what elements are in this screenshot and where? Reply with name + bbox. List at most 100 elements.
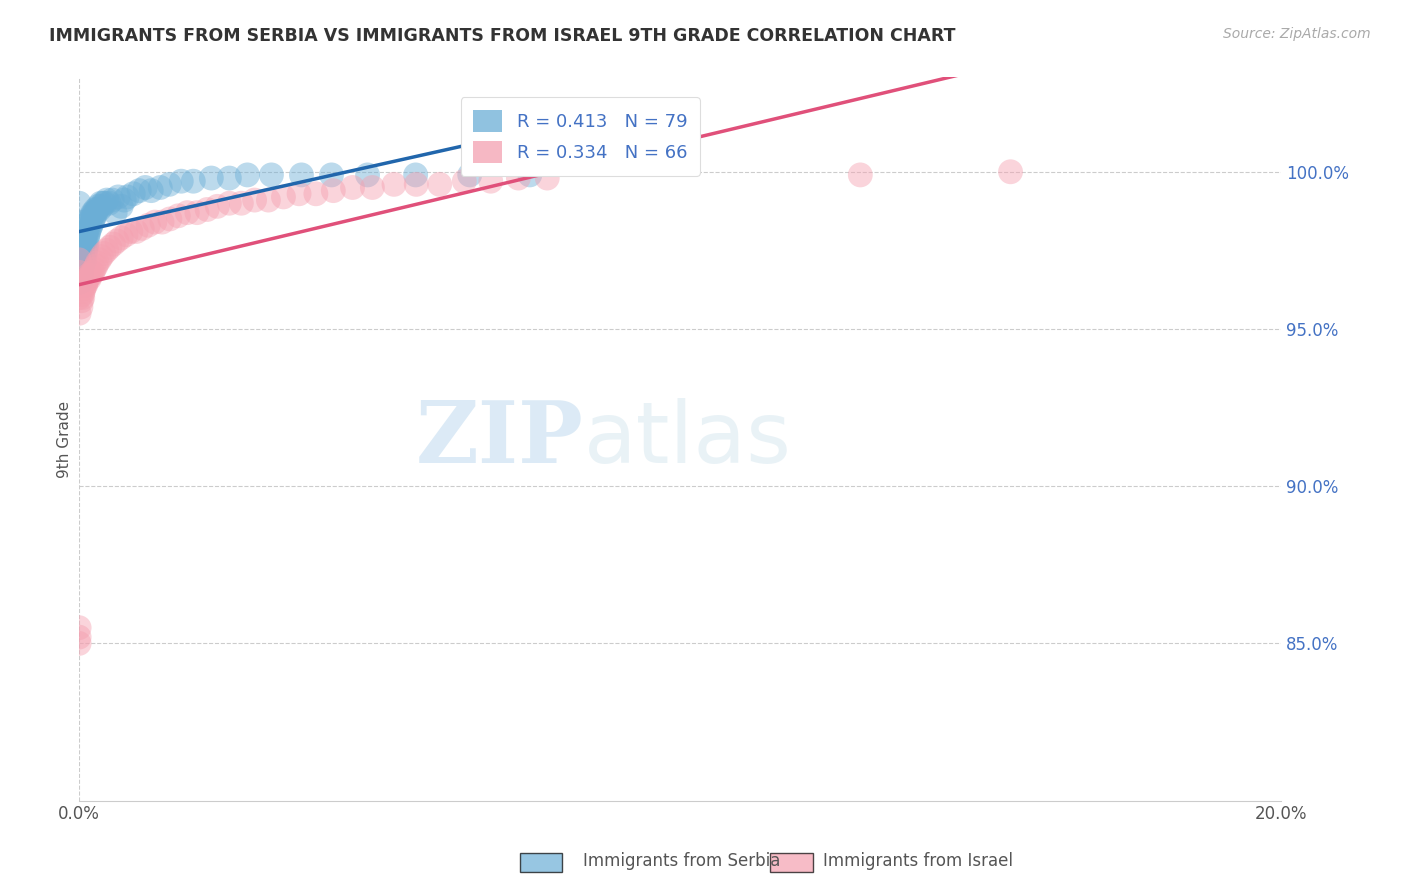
Point — [83, 205, 105, 219]
Point — [75, 244, 97, 258]
Point — [72, 237, 94, 252]
Point — [72, 240, 94, 254]
Point — [91, 196, 114, 211]
Point — [849, 168, 872, 182]
Point — [290, 168, 312, 182]
Point — [96, 193, 118, 207]
Point — [70, 300, 93, 314]
Point — [231, 196, 253, 211]
Y-axis label: 9th Grade: 9th Grade — [58, 401, 72, 477]
Point — [260, 168, 283, 182]
Point — [157, 178, 180, 192]
Text: Source: ZipAtlas.com: Source: ZipAtlas.com — [1223, 27, 1371, 41]
Point — [75, 227, 97, 242]
Point — [79, 211, 101, 226]
Point — [429, 178, 451, 192]
Point — [89, 202, 111, 217]
Point — [110, 199, 132, 213]
Point — [67, 259, 90, 273]
Point — [76, 237, 98, 252]
Point — [125, 225, 148, 239]
Point — [176, 205, 198, 219]
Point — [70, 293, 93, 308]
Point — [167, 209, 190, 223]
Point — [105, 234, 128, 248]
Point — [73, 234, 96, 248]
Point — [70, 259, 93, 273]
Point — [67, 265, 90, 279]
Point — [536, 171, 558, 186]
Point — [76, 271, 98, 285]
Point — [103, 237, 125, 252]
Point — [79, 268, 101, 283]
Point — [288, 186, 311, 201]
Point — [84, 205, 107, 219]
Point — [107, 190, 129, 204]
Point — [136, 218, 159, 232]
Point — [405, 178, 427, 192]
Point — [86, 256, 108, 270]
Point — [75, 277, 97, 292]
Point — [75, 277, 97, 292]
Point — [218, 171, 240, 186]
Point — [76, 231, 98, 245]
Point — [110, 231, 132, 245]
Point — [84, 259, 107, 273]
Point — [67, 215, 90, 229]
Point — [83, 262, 105, 277]
Point — [218, 196, 240, 211]
Point — [479, 174, 502, 188]
Point — [70, 268, 93, 283]
Point — [453, 174, 475, 188]
Point — [75, 275, 97, 289]
Point — [236, 168, 259, 182]
Point — [120, 225, 142, 239]
Point — [75, 225, 97, 239]
Point — [200, 171, 222, 186]
Point — [321, 168, 343, 182]
Point — [75, 240, 97, 254]
Point — [67, 277, 90, 292]
Point — [131, 221, 153, 235]
Point — [195, 202, 218, 217]
Point — [134, 180, 156, 194]
Point — [80, 218, 103, 232]
Point — [122, 186, 145, 201]
Point — [458, 168, 481, 182]
Point — [82, 265, 104, 279]
Point — [93, 246, 115, 260]
Point — [149, 180, 172, 194]
Point — [83, 209, 105, 223]
Point — [356, 168, 378, 182]
Point — [67, 244, 90, 258]
Point — [77, 218, 100, 232]
Point — [73, 240, 96, 254]
Point — [70, 265, 93, 279]
Point — [186, 205, 208, 219]
Point — [98, 240, 121, 254]
Point — [1000, 165, 1022, 179]
Point — [305, 186, 328, 201]
Point — [141, 184, 163, 198]
Point — [75, 246, 97, 260]
Point — [90, 250, 112, 264]
Point — [170, 174, 193, 188]
Point — [67, 621, 90, 635]
Point — [73, 281, 96, 295]
Point — [79, 215, 101, 229]
Point — [101, 193, 124, 207]
Text: ZIP: ZIP — [416, 397, 583, 481]
Point — [84, 202, 107, 217]
Point — [72, 252, 94, 267]
Point — [150, 215, 173, 229]
Point — [91, 199, 114, 213]
Point — [143, 215, 166, 229]
Point — [83, 211, 105, 226]
Point — [70, 252, 93, 267]
Point — [82, 205, 104, 219]
Point — [80, 265, 103, 279]
Point — [70, 246, 93, 260]
Point — [96, 244, 118, 258]
Point — [72, 285, 94, 299]
Point — [70, 287, 93, 301]
